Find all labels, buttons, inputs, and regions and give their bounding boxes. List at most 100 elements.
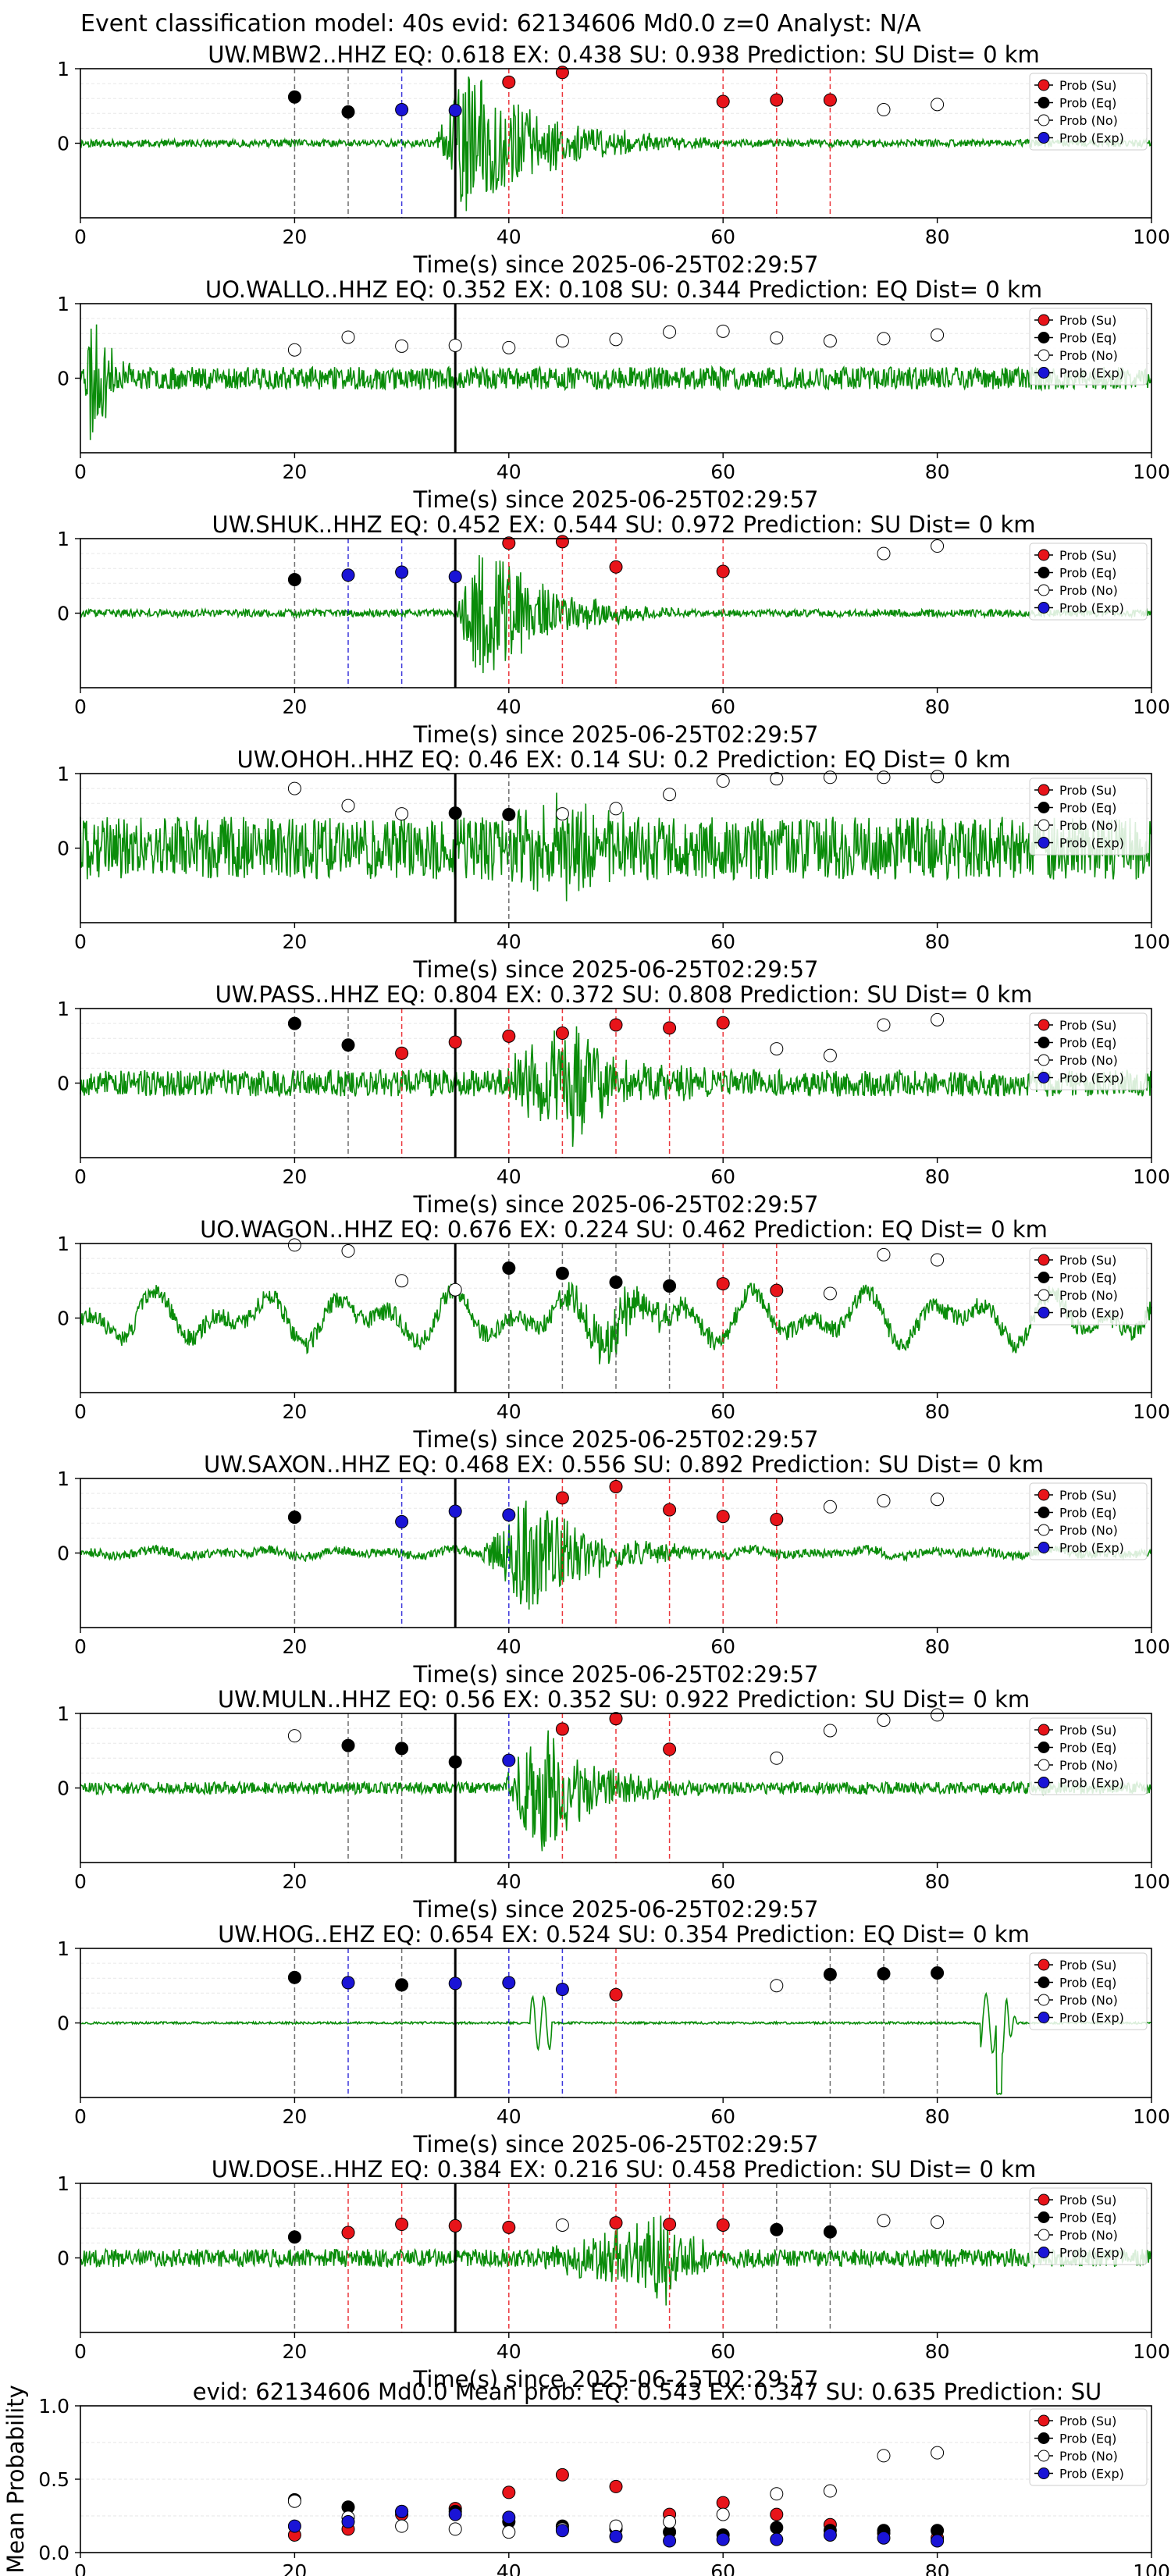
x-tick-label: 20 <box>282 930 307 953</box>
panel-title: UW.SAXON..HHZ EQ: 0.468 EX: 0.556 SU: 0.… <box>204 1451 1044 1478</box>
panel-title: UW.MULN..HHZ EQ: 0.56 EX: 0.352 SU: 0.92… <box>218 1686 1030 1713</box>
prob-point-su <box>823 93 837 107</box>
prob-point-no <box>448 338 462 352</box>
x-tick-label: 100 <box>1133 2560 1170 2576</box>
prob-point-eq <box>287 90 301 104</box>
legend-frame <box>1029 777 1148 856</box>
y-tick-label: 1.0 <box>38 2395 69 2418</box>
panel-title: UW.PASS..HHZ EQ: 0.804 EX: 0.372 SU: 0.8… <box>215 981 1033 1008</box>
prob-point-no <box>555 334 569 348</box>
legend-marker-eq <box>1038 1507 1050 1518</box>
prob-point-no <box>770 1042 784 1056</box>
legend: Prob (Su) Prob (Eq) Prob (No) Prob (Exp) <box>1029 1952 1148 2030</box>
prob-point-eq <box>287 1510 301 1525</box>
panel-title: evid: 62134606 Md0.0 Mean prob: EQ: 0.54… <box>193 2379 1102 2405</box>
waveform-panel-UO.WAGON..HHZ: UO.WAGON..HHZ EQ: 0.676 EX: 0.224 SU: 0.… <box>57 1216 1170 1453</box>
x-tick-label: 0 <box>74 2560 87 2576</box>
legend-label-su: Prob (Su) <box>1059 1253 1116 1268</box>
mean-point-exp <box>823 2528 837 2542</box>
x-tick-label: 0 <box>74 1870 87 1893</box>
legend-marker-no <box>1038 1994 1050 2006</box>
prob-point-eq <box>341 1738 355 1752</box>
legend-label-eq: Prob (Eq) <box>1059 1506 1116 1521</box>
x-tick-label: 100 <box>1133 226 1170 248</box>
y-tick-label: 0 <box>57 133 69 155</box>
legend-frame <box>1029 1012 1148 1091</box>
x-tick-label: 20 <box>282 1870 307 1893</box>
waveform-trace <box>80 1500 1152 1610</box>
prob-point-eq <box>448 806 462 820</box>
x-tick-label: 20 <box>282 226 307 248</box>
y-tick-label: 0.5 <box>38 2468 69 2491</box>
legend-label-eq: Prob (Eq) <box>1059 566 1116 581</box>
x-tick-label: 40 <box>497 2340 521 2363</box>
x-tick-label: 100 <box>1133 1165 1170 1188</box>
x-axis-label: Time(s) since 2025-06-25T02:29:57 <box>413 721 819 748</box>
legend-label-no: Prob (No) <box>1059 1993 1118 2008</box>
y-tick-label: 1 <box>57 293 69 315</box>
x-tick-label: 20 <box>282 1400 307 1423</box>
x-tick-label: 40 <box>497 696 521 718</box>
legend-marker-eq <box>1038 1976 1050 1988</box>
x-tick-label: 0 <box>74 930 87 953</box>
x-tick-label: 60 <box>710 696 735 718</box>
prob-point-eq <box>341 105 355 119</box>
legend-label-exp: Prob (Exp) <box>1059 1071 1124 1086</box>
legend-label-su: Prob (Su) <box>1059 2193 1116 2208</box>
y-tick-label: 1 <box>57 763 69 785</box>
prob-point-no <box>448 1283 462 1297</box>
prob-point-su <box>555 66 569 80</box>
prob-point-no <box>823 1500 837 1514</box>
x-tick-label: 0 <box>74 1400 87 1423</box>
x-tick-label: 0 <box>74 2105 87 2128</box>
x-tick-label: 40 <box>497 1870 521 1893</box>
mean-point-exp <box>770 2532 784 2546</box>
prob-point-no <box>395 807 409 821</box>
legend-label-su: Prob (Su) <box>1059 783 1116 798</box>
prob-point-su <box>716 2218 730 2232</box>
x-tick-label: 20 <box>282 2340 307 2363</box>
x-tick-label: 100 <box>1133 461 1170 483</box>
mean-point-no <box>931 2446 945 2460</box>
mean-point-su <box>502 2485 516 2500</box>
prob-point-no <box>877 770 891 785</box>
legend-marker-no <box>1038 1524 1050 1536</box>
prob-point-eq <box>395 1978 409 1992</box>
legend-label-no: Prob (No) <box>1059 2228 1118 2243</box>
mean-point-exp <box>609 2529 623 2543</box>
legend-marker-su <box>1038 1724 1050 1736</box>
y-axis-label: Mean Probability <box>2 2385 29 2574</box>
prob-point-eq <box>823 1967 837 1981</box>
mean-point-no <box>448 2522 462 2536</box>
legend: Prob (Su) Prob (Eq) Prob (No) Prob (Exp) <box>1029 308 1148 386</box>
prob-point-su <box>555 1491 569 1505</box>
prob-point-su <box>663 1742 677 1756</box>
mean-point-exp <box>395 2504 409 2518</box>
prob-point-eq <box>287 1970 301 1984</box>
panel-title: UO.WALLO..HHZ EQ: 0.352 EX: 0.108 SU: 0.… <box>205 276 1042 303</box>
waveform-panel-UW.SAXON..HHZ: UW.SAXON..HHZ EQ: 0.468 EX: 0.556 SU: 0.… <box>57 1451 1170 1688</box>
y-tick-label: 1 <box>57 2172 69 2195</box>
x-tick-label: 40 <box>497 1635 521 1658</box>
prob-point-no <box>877 103 891 117</box>
prob-point-no <box>823 334 837 348</box>
prob-point-no <box>555 2218 569 2232</box>
x-tick-label: 80 <box>925 2560 950 2576</box>
prob-point-no <box>502 340 516 354</box>
prob-point-no <box>877 1713 891 1727</box>
prob-point-eq <box>502 1261 516 1276</box>
prob-point-no <box>931 539 945 553</box>
legend-label-eq: Prob (Eq) <box>1059 1036 1116 1051</box>
prob-point-su <box>555 1722 569 1736</box>
legend-marker-exp <box>1038 2247 1050 2258</box>
prob-point-su <box>716 1277 730 1291</box>
prob-point-su <box>770 1513 784 1527</box>
x-tick-label: 80 <box>925 1870 950 1893</box>
prob-point-su <box>770 93 784 107</box>
y-tick-label: 0 <box>57 368 69 390</box>
legend-marker-su <box>1038 314 1050 326</box>
x-tick-label: 60 <box>710 2105 735 2128</box>
waveform-panel-UW.DOSE..HHZ: UW.DOSE..HHZ EQ: 0.384 EX: 0.216 SU: 0.4… <box>57 2156 1170 2393</box>
legend-marker-no <box>1038 819 1050 831</box>
mean-point-no <box>770 2487 784 2501</box>
